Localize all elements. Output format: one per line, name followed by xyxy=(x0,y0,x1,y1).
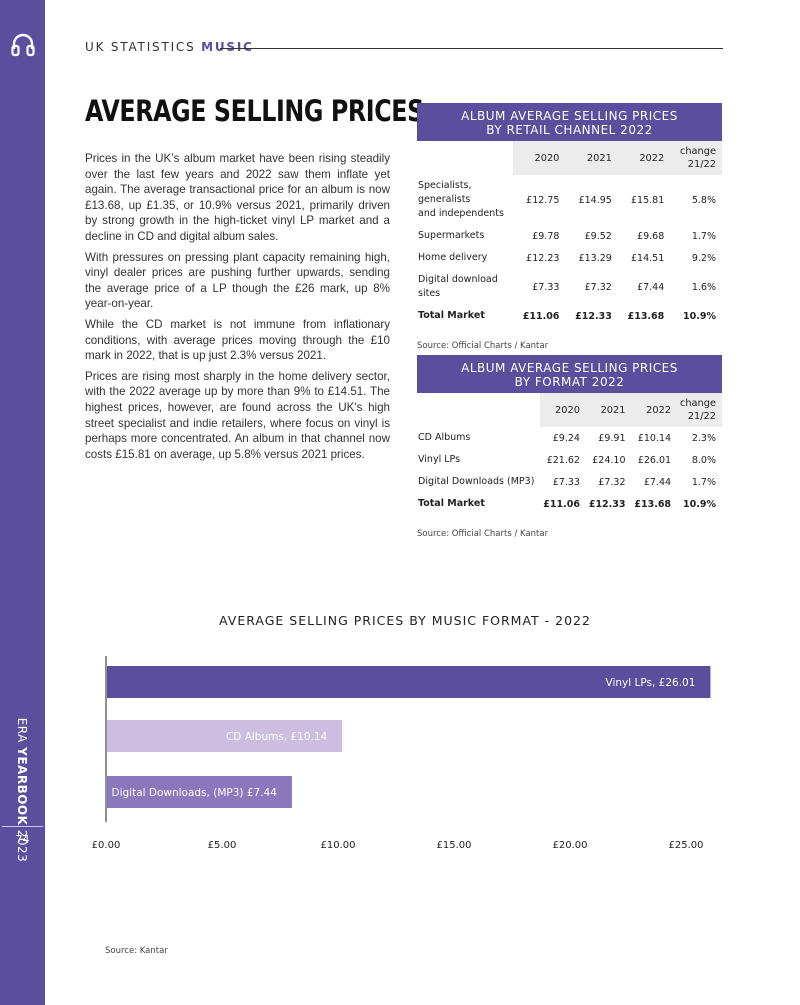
x-tick-label: £20.00 xyxy=(553,840,588,851)
cell: £7.32 xyxy=(584,281,612,293)
table-row: Vinyl LPs £21.62 £24.10 £26.01 8.0% xyxy=(417,449,722,471)
cell: £9.78 xyxy=(532,230,560,242)
row-label: Total Market xyxy=(418,310,485,321)
retail-channel-data: 2020 2021 2022 change 21/22 Specialists, … xyxy=(417,141,722,327)
cell: 5.8% xyxy=(691,194,716,206)
sidebar: ERA YEARBOOK 2023 74 xyxy=(0,0,45,1005)
table-source: Source: Official Charts / Kantar xyxy=(417,529,549,539)
x-tick-label: £15.00 xyxy=(437,840,472,851)
paragraph: With pressures on pressing plant capacit… xyxy=(85,250,390,311)
retail-channel-table: ALBUM AVERAGE SELLING PRICES BY RETAIL C… xyxy=(417,103,722,351)
format-price-bar-chart: Vinyl LPs, £26.01 CD Albums, £10.14 Digita… xyxy=(92,656,711,851)
page-title: AVERAGE SELLING PRICES xyxy=(85,94,424,128)
cell: £12.75 xyxy=(526,194,560,206)
paragraph: Prices are rising most sharply in the ho… xyxy=(85,369,390,461)
cell: £12.33 xyxy=(588,498,626,510)
table-row: Digital Downloads (MP3) £7.33 £7.32 £7.4… xyxy=(417,471,722,493)
paragraph: While the CD market is not immune from i… xyxy=(85,317,390,363)
column-header: 2020 xyxy=(540,393,586,427)
cell: £7.33 xyxy=(532,281,560,293)
table-row: Digital download sites £7.33 £7.32 £7.44… xyxy=(417,269,722,305)
column-header-change: change 21/22 xyxy=(670,141,722,175)
column-header: 2020 xyxy=(513,141,566,175)
cell: £9.68 xyxy=(637,230,665,242)
page-number: 74 xyxy=(15,833,30,846)
section-header: UK STATISTICS MUSIC xyxy=(85,40,254,54)
table-row: Specialists, generalists and independents… xyxy=(417,175,722,225)
table-row: Supermarkets £9.78 £9.52 £9.68 1.7% xyxy=(417,225,722,247)
column-header: 2021 xyxy=(565,141,618,175)
bar-label: Digital Downloads, (MP3) £7.44 xyxy=(112,787,278,799)
row-label: Vinyl LPs xyxy=(418,454,461,465)
cell: £9.52 xyxy=(584,230,612,242)
headphones-icon xyxy=(11,33,35,57)
row-label: Digital download sites xyxy=(418,274,498,299)
cell: £9.91 xyxy=(598,432,626,444)
cell: £13.68 xyxy=(627,310,665,322)
cell: £11.06 xyxy=(543,498,580,510)
cell: £14.95 xyxy=(578,194,612,206)
cell: £9.24 xyxy=(552,432,580,444)
total-row: Total Market £11.06 £12.33 £13.68 10.9% xyxy=(417,493,722,515)
column-header-row: 2020 2021 2022 change 21/22 xyxy=(417,141,722,175)
cell: 1.7% xyxy=(691,476,716,488)
cell: £7.32 xyxy=(598,476,626,488)
cell: 1.6% xyxy=(691,281,716,293)
table-row: CD Albums £9.24 £9.91 £10.14 2.3% xyxy=(417,427,722,449)
bar-cd-albums xyxy=(107,720,343,752)
column-header: 2021 xyxy=(585,393,632,427)
bar-label: CD Albums, £10.14 xyxy=(226,731,328,743)
row-label: Digital Downloads (MP3) xyxy=(418,476,535,487)
x-tick-label: £25.00 xyxy=(669,840,704,851)
cell: £12.33 xyxy=(575,310,612,322)
cell: 10.9% xyxy=(683,310,716,322)
table-title: ALBUM AVERAGE SELLING PRICES BY FORMAT 2… xyxy=(417,355,722,393)
cell: £15.81 xyxy=(631,194,665,206)
x-tick-label: £5.00 xyxy=(208,840,237,851)
cell: 9.2% xyxy=(691,252,716,264)
cell: £14.51 xyxy=(631,252,665,264)
x-tick-label: £0.00 xyxy=(92,840,121,851)
row-label: Supermarkets xyxy=(418,230,485,241)
format-table: ALBUM AVERAGE SELLING PRICES BY FORMAT 2… xyxy=(417,355,722,539)
x-tick-label: £10.00 xyxy=(321,840,356,851)
total-row: Total Market £11.06 £12.33 £13.68 10.9% xyxy=(417,305,722,327)
cell: £7.44 xyxy=(643,476,672,488)
chart-title: AVERAGE SELLING PRICES BY MUSIC FORMAT -… xyxy=(219,613,591,628)
cell: £21.62 xyxy=(546,454,580,466)
cell: £11.06 xyxy=(522,310,560,322)
row-label: Total Market xyxy=(418,498,485,509)
chart-source: Source: Kantar xyxy=(105,946,168,956)
column-header: 2022 xyxy=(631,393,678,427)
cell: 2.3% xyxy=(691,432,716,444)
cell: £24.10 xyxy=(592,454,626,466)
column-header-change: change 21/22 xyxy=(677,393,722,427)
bar-digital-downloads-mp3 xyxy=(107,776,292,808)
cell: £26.01 xyxy=(637,454,672,466)
row-label: Home delivery xyxy=(418,252,488,263)
table-row: Home delivery £12.23 £13.29 £14.51 9.2% xyxy=(417,247,722,269)
cell: 8.0% xyxy=(691,454,716,466)
table-title: ALBUM AVERAGE SELLING PRICES BY RETAIL C… xyxy=(417,103,722,141)
sidebar-divider xyxy=(2,826,43,827)
body-text: Prices in the UK’s album market have bee… xyxy=(85,151,390,467)
header-rule xyxy=(220,48,723,49)
column-header-row: 2020 2021 2022 change 21/22 xyxy=(417,393,722,427)
bar-vinyl-lps xyxy=(107,666,711,698)
paragraph: Prices in the UK’s album market have bee… xyxy=(85,152,390,243)
cell: £7.33 xyxy=(552,476,580,488)
format-data: 2020 2021 2022 change 21/22 CD Albums £9.… xyxy=(417,393,722,515)
cell: £12.23 xyxy=(526,252,560,264)
table-source: Source: Official Charts / Kantar xyxy=(417,341,549,351)
cell: £10.14 xyxy=(637,432,672,444)
bar-label: Vinyl LPs, £26.01 xyxy=(606,677,696,689)
row-label: Specialists, generalists and independents xyxy=(418,180,504,219)
cell: £13.29 xyxy=(578,252,612,264)
row-label: CD Albums xyxy=(418,432,471,443)
cell: 10.9% xyxy=(683,498,716,510)
cell: £7.44 xyxy=(637,281,665,293)
column-header: 2022 xyxy=(617,141,671,175)
cell: 1.7% xyxy=(691,230,716,242)
cell: £13.68 xyxy=(634,498,672,510)
